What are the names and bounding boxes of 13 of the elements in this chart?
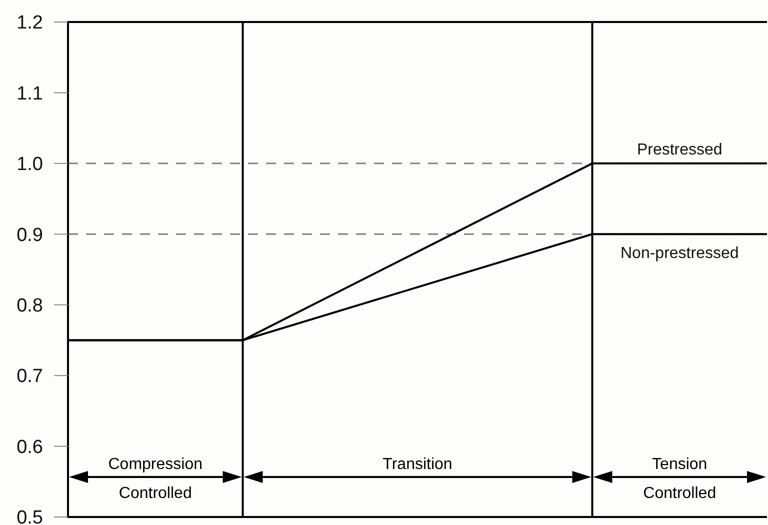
y-tick-label: 0.6	[16, 436, 43, 458]
annotation: Compression Controlled	[108, 456, 203, 502]
y-tick-label: 0.7	[16, 366, 43, 388]
y-tick-label: 1.2	[16, 12, 43, 34]
y-tick-label: 0.9	[16, 224, 43, 246]
annotation: Tension Controlled	[643, 456, 716, 502]
series-label: Non-prestressed	[620, 245, 739, 262]
annotation: Transition	[382, 456, 452, 473]
y-tick-label: 0.5	[16, 508, 43, 525]
y-tick-label: 1.0	[16, 154, 43, 176]
series-label: Prestressed	[636, 141, 722, 158]
y-tick-label: 0.8	[16, 296, 43, 317]
y-tick-label: 1.1	[16, 83, 43, 104]
